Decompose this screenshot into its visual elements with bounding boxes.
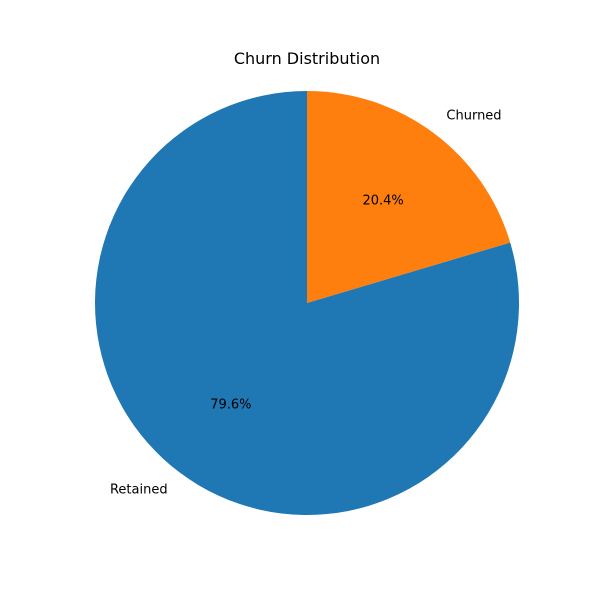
chart-title: Churn Distribution [234, 49, 380, 68]
pie-slice-retained [95, 91, 520, 515]
pie-slice-churned [307, 91, 511, 303]
pie-percent-churned: 20.4% [362, 194, 403, 209]
pie-slices [95, 91, 520, 515]
pie-labels: Churned 20.4% Retained 79.6% [110, 109, 502, 498]
pie-label-retained: Retained [110, 482, 168, 497]
pie-percent-retained: 79.6% [210, 398, 251, 413]
pie-label-churned: Churned [446, 109, 501, 124]
